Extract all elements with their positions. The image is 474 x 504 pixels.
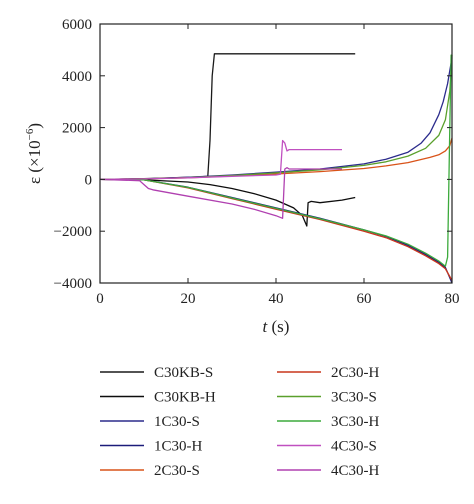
y-axis-label-close: ) <box>25 123 44 129</box>
y-tick-label-5: 6000 <box>62 17 92 33</box>
legend-label-3: 1C30-H <box>154 439 203 455</box>
legend-label-5: 2C30-H <box>331 365 380 381</box>
series-line-8 <box>99 139 342 181</box>
legend-label-9: 4C30-H <box>331 463 380 479</box>
series-line-1 <box>99 178 356 227</box>
series-line-5 <box>99 178 453 281</box>
y-tick-label-0: −4000 <box>54 276 92 292</box>
legend-label-6: 3C30-S <box>331 390 377 406</box>
x-tick-label-2: 40 <box>269 291 284 307</box>
plot-frame <box>99 23 453 284</box>
series-line-7 <box>99 54 452 267</box>
series-line-0 <box>99 53 356 181</box>
series-line-2 <box>99 57 453 181</box>
y-tick-label-4: 4000 <box>62 69 92 85</box>
series-line-3 <box>99 178 453 284</box>
y-tick-label-3: 2000 <box>62 121 92 137</box>
x-tick-label-4: 80 <box>445 291 460 307</box>
series-line-9 <box>99 167 342 219</box>
y-axis-label-exponent: −6 <box>24 128 36 140</box>
tick-labels: 0 20 40 60 80 −4000 −2000 0 2000 4000 6000 <box>54 17 460 307</box>
legend-label-0: C30KB-S <box>154 365 213 381</box>
y-axis-label: ε (×10−6) <box>24 123 44 184</box>
y-tick-label-1: −2000 <box>54 224 92 240</box>
legend-label-1: C30KB-H <box>154 390 216 406</box>
axis-ticks <box>99 23 453 284</box>
x-axis-label-unit: (s) <box>267 317 289 336</box>
x-axis-label: t (s) <box>263 317 290 336</box>
legend-label-4: 2C30-S <box>154 463 200 479</box>
x-axis-label-var: t <box>263 317 269 336</box>
x-tick-label-3: 60 <box>357 291 372 307</box>
plot-series-group <box>99 53 453 284</box>
legend-label-7: 3C30-H <box>331 414 380 430</box>
y-tick-label-2: 0 <box>85 172 93 188</box>
series-line-6 <box>99 55 453 181</box>
legend-label-2: 1C30-S <box>154 414 200 430</box>
x-tick-label-0: 0 <box>96 291 104 307</box>
legend: C30KB-S C30KB-H 1C30-S 1C30-H 2C30-S 2C30-H 3C… <box>100 365 380 479</box>
x-tick-label-1: 20 <box>181 291 196 307</box>
legend-label-8: 4C30-S <box>331 439 377 455</box>
y-axis-label-main: ε (×10 <box>25 140 44 184</box>
